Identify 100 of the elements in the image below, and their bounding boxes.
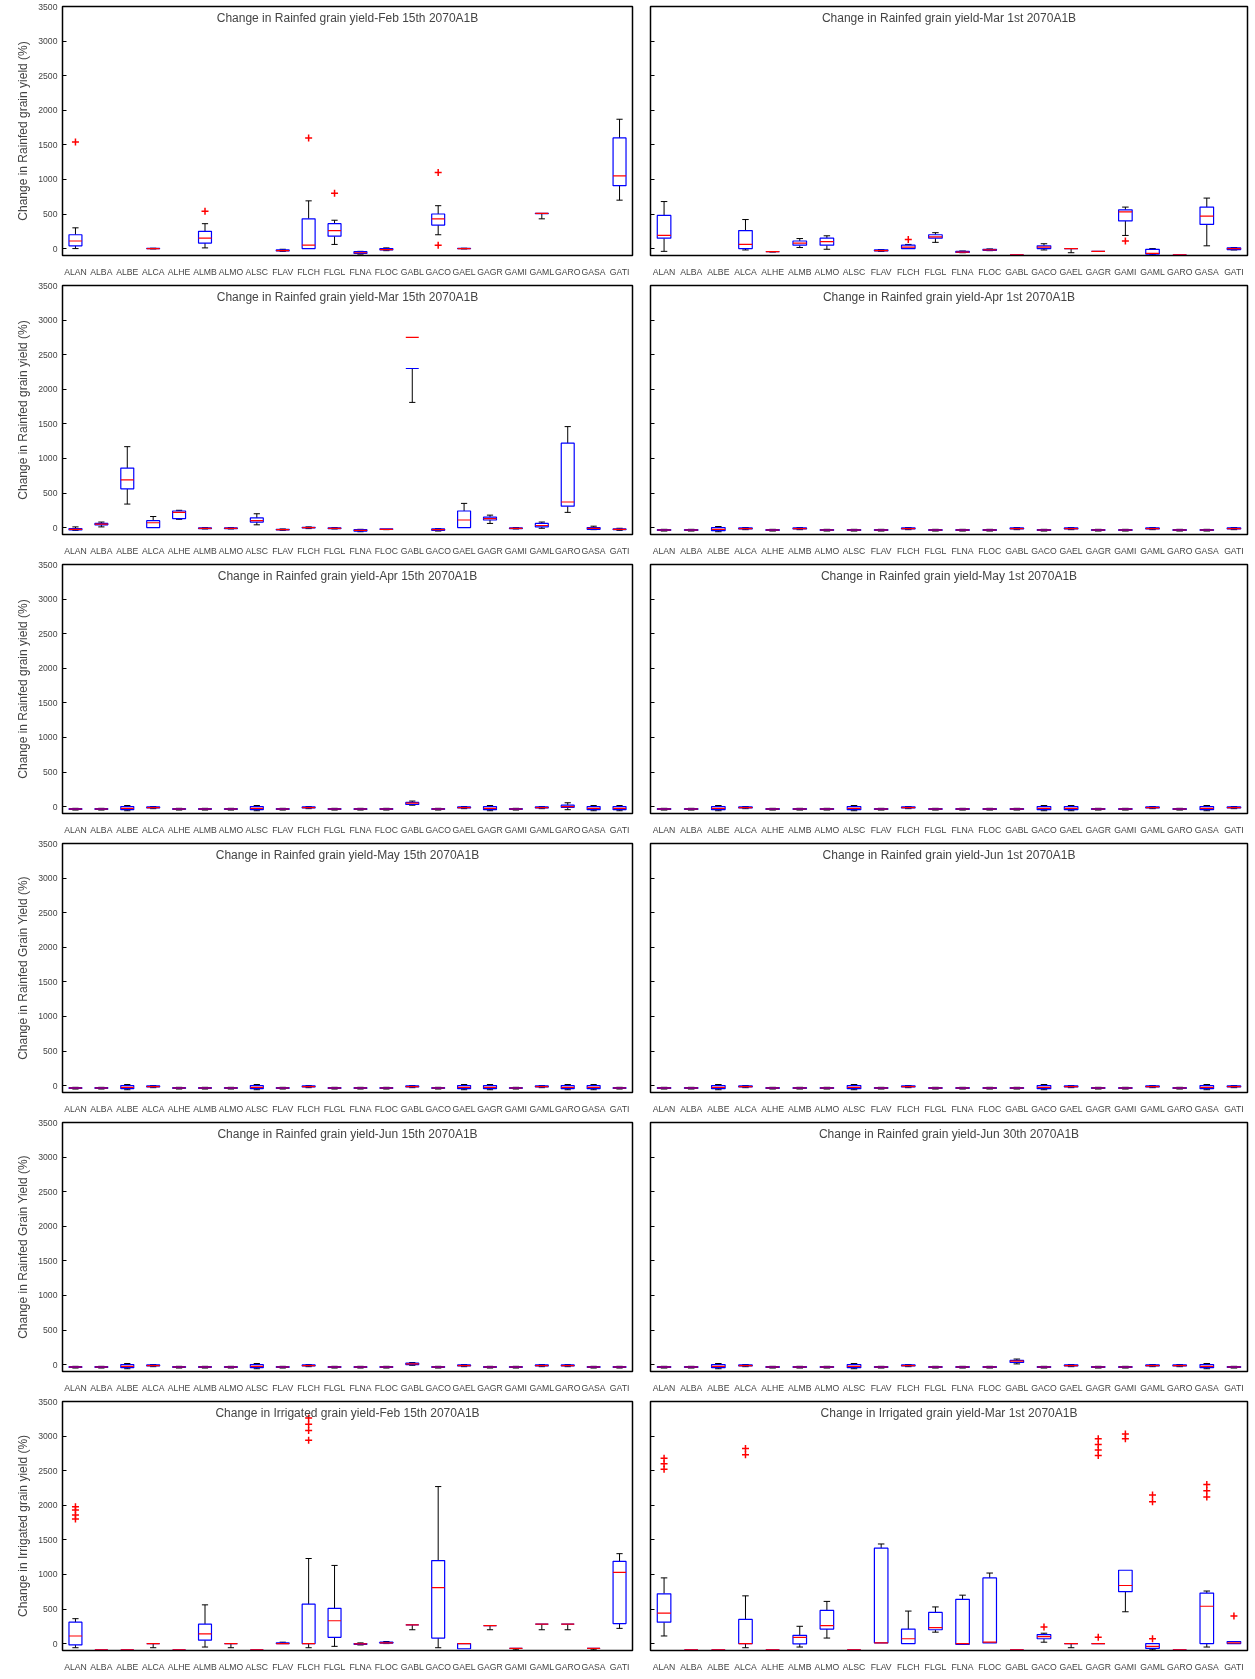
x-tick-label: ALBA — [680, 1382, 703, 1393]
x-tick-label: ALHE — [761, 824, 785, 835]
x-tick-label: ALMO — [814, 1103, 840, 1114]
x-tick-label: ALBE — [707, 266, 730, 277]
y-tick-label: 0 — [52, 1080, 58, 1091]
x-tick-label: FLCH — [297, 266, 320, 277]
x-tick-label: GACO — [1031, 1382, 1057, 1393]
x-tick-label: GASA — [581, 545, 606, 556]
x-tick-label: GABL — [400, 266, 425, 277]
x-tick-label: GARO — [1166, 824, 1193, 835]
x-tick-label: GAMI — [504, 1382, 527, 1393]
x-tick-label: FLCH — [896, 266, 920, 277]
x-tick-label: GATI — [1224, 824, 1244, 835]
x-tick-label: GARO — [1166, 266, 1193, 277]
x-tick-label: GAGR — [1085, 1661, 1111, 1672]
x-tick-label: FLGL — [323, 1661, 346, 1672]
x-tick-label: FLGL — [323, 1382, 346, 1393]
x-tick-label: FLNA — [951, 266, 974, 277]
x-tick-label: GASA — [1194, 1382, 1220, 1393]
x-tick-label: GARO — [1166, 1103, 1193, 1114]
x-tick-label: FLOC — [374, 824, 398, 835]
x-tick-label: FLAV — [272, 545, 294, 556]
y-tick-label: 0 — [52, 243, 58, 254]
x-tick-label: GAEL — [452, 1661, 476, 1672]
x-tick-label: GAMI — [504, 266, 527, 277]
x-tick-label: ALMO — [218, 1382, 244, 1393]
x-tick-label: ALMB — [193, 1661, 218, 1672]
chart-title: Change in Rainfed grain yield-May 15th 2070A1B — [215, 847, 480, 862]
x-tick-label: GARO — [554, 824, 581, 835]
x-tick-label: ALSC — [842, 824, 866, 835]
x-tick-label: GAEL — [452, 1103, 476, 1114]
x-tick-label: FLGL — [924, 545, 947, 556]
x-tick-label: ALMB — [787, 266, 812, 277]
x-tick-label: GAGR — [477, 1103, 503, 1114]
x-tick-label: FLCH — [896, 1382, 920, 1393]
chart-title: Change in Rainfed grain yield-Apr 15th 2070A1B — [217, 568, 478, 583]
x-tick-label: ALBA — [680, 824, 703, 835]
y-tick-label: 2000 — [38, 1500, 58, 1511]
x-tick-label: FLNA — [951, 545, 974, 556]
x-tick-label: ALSC — [842, 266, 866, 277]
x-tick-label: GABL — [400, 545, 425, 556]
y-tick-label: 0 — [52, 801, 58, 812]
y-tick-label: 3500 — [38, 1, 58, 12]
x-tick-label: ALHE — [167, 1661, 191, 1672]
x-tick-label: GATI — [1224, 545, 1244, 556]
x-tick-label: GAML — [529, 1382, 555, 1393]
x-tick-label: GAMI — [504, 545, 527, 556]
x-tick-label: FLOC — [374, 1382, 398, 1393]
y-tick-label: 1000 — [38, 1011, 58, 1022]
x-tick-label: ALHE — [167, 545, 191, 556]
y-axis-title: Change in Rainfed Grain Yield (%) — [16, 1155, 31, 1339]
y-tick-label: 500 — [43, 767, 58, 777]
x-tick-label: FLCH — [297, 545, 320, 556]
x-tick-label: GABL — [1005, 1103, 1029, 1114]
x-tick-label: ALBE — [707, 1661, 730, 1672]
x-tick-label: FLNA — [349, 824, 372, 835]
x-tick-label: GATI — [609, 1382, 630, 1393]
x-tick-label: GAEL — [452, 824, 476, 835]
x-tick-label: FLCH — [896, 545, 920, 556]
x-tick-label: FLNA — [951, 1382, 974, 1393]
x-tick-label: ALBE — [707, 545, 730, 556]
x-tick-label: FLGL — [323, 266, 346, 277]
x-tick-label: ALHE — [167, 824, 191, 835]
y-tick-label: 3000 — [38, 1152, 58, 1163]
y-tick-label: 1500 — [38, 418, 58, 429]
y-axis-title: Change in Irrigated grain yield (%) — [16, 1434, 31, 1618]
chart-title: Change in Rainfed grain yield-Feb 15th 2070A1B — [216, 10, 479, 25]
y-tick-label: 0 — [52, 522, 58, 533]
y-tick-label: 500 — [43, 1604, 58, 1614]
x-tick-label: ALMB — [787, 1103, 812, 1114]
x-tick-label: GACO — [1031, 545, 1057, 556]
x-tick-label: FLGL — [323, 545, 346, 556]
x-tick-label: GARO — [554, 1661, 581, 1672]
y-axis-title: Change in Rainfed grain yield (%) — [16, 320, 31, 500]
x-tick-label: ALBA — [680, 1103, 703, 1114]
x-tick-label: GAGR — [477, 545, 503, 556]
x-tick-label: FLOC — [374, 545, 398, 556]
x-tick-label: ALBE — [116, 545, 139, 556]
x-tick-label: ALBA — [90, 824, 113, 835]
x-tick-label: ALAN — [652, 266, 676, 277]
x-tick-label: FLOC — [978, 266, 1002, 277]
x-tick-label: GAML — [529, 1661, 555, 1672]
x-tick-label: ALHE — [761, 1382, 785, 1393]
x-tick-label: ALMB — [787, 1382, 812, 1393]
x-tick-label: GARO — [554, 266, 581, 277]
x-tick-label: ALBE — [116, 1103, 139, 1114]
x-tick-label: GAGR — [1085, 1103, 1111, 1114]
x-tick-label: GASA — [581, 1103, 606, 1114]
x-tick-label: ALMO — [218, 545, 244, 556]
x-tick-label: ALMO — [218, 266, 244, 277]
x-tick-label: GACO — [425, 1382, 452, 1393]
x-tick-label: ALBA — [680, 1661, 703, 1672]
x-tick-label: GAMI — [504, 1103, 527, 1114]
x-tick-label: GACO — [425, 266, 452, 277]
x-tick-label: GAMI — [504, 824, 527, 835]
y-tick-label: 2500 — [38, 1186, 58, 1197]
x-tick-label: ALBA — [680, 266, 703, 277]
x-tick-label: GAMI — [1114, 1382, 1137, 1393]
x-tick-label: GACO — [1031, 266, 1057, 277]
x-tick-label: ALMO — [814, 1382, 840, 1393]
